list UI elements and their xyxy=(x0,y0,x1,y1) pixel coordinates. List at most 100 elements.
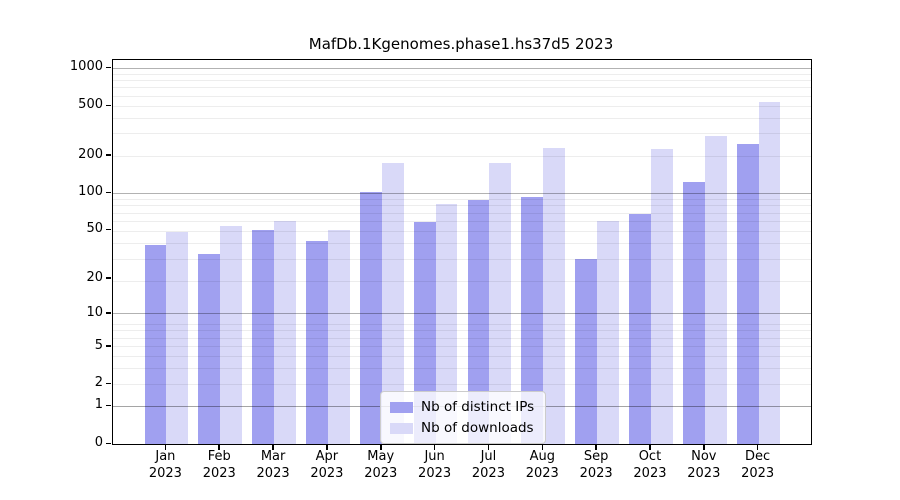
gridline-minor xyxy=(113,80,811,82)
bar-distinct-ips-may xyxy=(359,192,382,444)
gridline-minor xyxy=(113,280,811,282)
x-tick-mark xyxy=(326,444,328,450)
y-tick-mark xyxy=(106,154,111,156)
gridline-minor xyxy=(113,356,811,358)
y-tick-mark xyxy=(106,191,111,194)
x-tick-label-jun: Jun 2023 xyxy=(405,449,465,482)
x-tick-label-jul: Jul 2023 xyxy=(458,449,518,482)
y-tick-mark xyxy=(106,345,111,347)
x-tick-mark xyxy=(218,444,220,450)
y-tick-mark xyxy=(106,382,111,385)
gridline-minor xyxy=(113,73,811,75)
x-tick-month: Feb xyxy=(207,449,231,464)
bar-distinct-ips-feb xyxy=(198,253,221,444)
gridline-major xyxy=(113,67,811,69)
x-tick-year: 2023 xyxy=(633,465,667,481)
gridline-minor xyxy=(113,383,811,385)
x-tick-year: 2023 xyxy=(687,465,721,481)
x-tick-mark xyxy=(595,444,597,450)
x-tick-mark xyxy=(164,444,167,450)
bar-downloads-mar xyxy=(274,220,296,444)
legend: Nb of distinct IPs Nb of downloads xyxy=(380,391,547,444)
bar-downloads-nov xyxy=(704,135,727,444)
bar-distinct-ips-sep xyxy=(575,259,598,444)
x-tick-year: 2023 xyxy=(418,465,452,481)
bar-downloads-feb xyxy=(220,226,243,444)
y-tick-label: 1 xyxy=(94,397,103,413)
bar-downloads-sep xyxy=(597,221,619,444)
x-tick-mark xyxy=(541,444,544,450)
y-tick-label: 200 xyxy=(78,146,103,162)
x-tick-mark xyxy=(756,444,759,450)
x-tick-month: Jul xyxy=(480,449,497,464)
gridline-major xyxy=(113,313,811,315)
x-tick-mark xyxy=(272,444,274,450)
x-tick-label-feb: Feb 2023 xyxy=(189,449,249,482)
bar-distinct-ips-apr xyxy=(306,240,328,444)
x-tick-month: Nov xyxy=(691,449,717,464)
x-tick-label-apr: Apr 2023 xyxy=(297,449,357,482)
legend-item-downloads: Nb of downloads xyxy=(390,420,534,436)
bar-distinct-ips-nov xyxy=(683,182,705,444)
y-tick-label: 5 xyxy=(94,337,103,353)
y-tick-mark xyxy=(106,277,111,279)
gridline-major xyxy=(113,192,811,194)
bar-downloads-oct xyxy=(650,148,673,444)
x-tick-year: 2023 xyxy=(310,465,344,481)
x-tick-year: 2023 xyxy=(364,465,398,481)
gridline-minor xyxy=(113,346,811,348)
x-tick-month: Aug xyxy=(529,449,555,464)
x-tick-mark xyxy=(433,444,436,450)
x-tick-label-dec: Dec 2023 xyxy=(728,449,788,482)
bars-layer xyxy=(113,60,811,444)
gridline-minor xyxy=(113,95,811,97)
y-tick-mark xyxy=(106,228,111,231)
bar-downloads-apr xyxy=(327,230,350,444)
legend-swatch-downloads xyxy=(390,422,413,434)
gridline-minor xyxy=(113,117,811,119)
x-tick-mark xyxy=(649,444,651,450)
x-tick-label-oct: Oct 2023 xyxy=(620,449,680,482)
gridline-minor xyxy=(113,87,811,89)
bar-distinct-ips-mar xyxy=(252,230,275,444)
gridline-minor xyxy=(113,198,811,200)
legend-swatch-distinct-ips xyxy=(390,401,413,413)
x-tick-label-sep: Sep 2023 xyxy=(566,449,626,482)
y-tick-mark xyxy=(106,442,111,444)
plot-area xyxy=(112,59,812,445)
gridline-minor xyxy=(113,337,811,339)
gridline-minor xyxy=(113,368,811,370)
bar-distinct-ips-jul xyxy=(467,200,490,444)
gridline-minor xyxy=(113,330,811,332)
y-tick-label: 2 xyxy=(94,375,103,391)
x-tick-year: 2023 xyxy=(202,465,236,481)
grid-layer xyxy=(113,60,811,444)
y-tick-label: 500 xyxy=(78,97,103,113)
bar-downloads-dec xyxy=(758,101,781,444)
gridline-minor xyxy=(113,220,811,222)
gridline-minor xyxy=(113,212,811,214)
y-tick-mark xyxy=(106,404,111,407)
legend-label-downloads: Nb of downloads xyxy=(421,420,534,436)
y-tick-label: 10 xyxy=(86,304,103,320)
x-tick-label-aug: Aug 2023 xyxy=(512,449,572,482)
chart-title: MafDb.1Kgenomes.phase1.hs37d5 2023 xyxy=(308,35,614,53)
x-tick-year: 2023 xyxy=(579,465,613,481)
gridline-minor xyxy=(113,324,811,326)
x-tick-year: 2023 xyxy=(148,465,182,481)
bar-distinct-ips-oct xyxy=(629,213,651,444)
bar-distinct-ips-jan xyxy=(144,244,167,444)
y-tick-mark xyxy=(106,104,111,107)
x-tick-year: 2023 xyxy=(471,465,505,481)
x-tick-label-mar: Mar 2023 xyxy=(243,449,303,482)
y-tick-mark xyxy=(106,66,111,69)
gridline-minor xyxy=(113,243,811,244)
bar-downloads-jan xyxy=(166,232,189,444)
x-tick-month: Sep xyxy=(583,449,609,464)
x-tick-label-nov: Nov 2023 xyxy=(674,449,734,482)
x-tick-year: 2023 xyxy=(256,465,290,481)
y-tick-label: 100 xyxy=(78,184,103,200)
x-tick-month: Dec xyxy=(745,449,771,464)
x-tick-year: 2023 xyxy=(741,465,775,481)
gridline-minor xyxy=(113,205,811,207)
